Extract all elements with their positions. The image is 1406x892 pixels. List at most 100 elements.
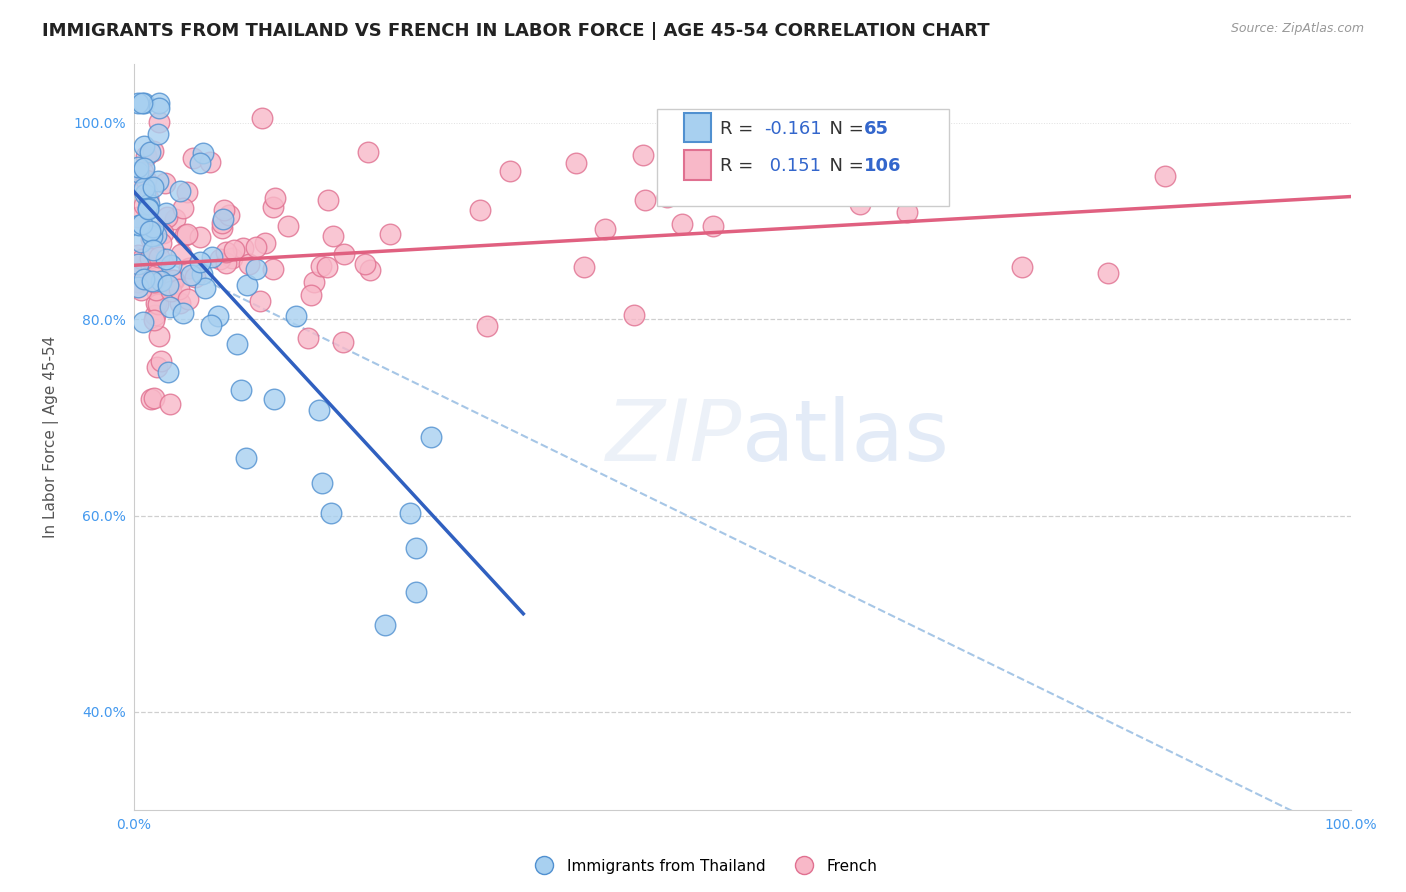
Text: atlas: atlas	[742, 395, 950, 479]
Point	[354, 257, 377, 271]
Point	[136, 202, 159, 217]
Point	[212, 203, 235, 218]
Point	[405, 541, 427, 556]
Point	[211, 220, 233, 235]
Point	[633, 148, 655, 162]
Point	[634, 193, 657, 207]
Point	[127, 275, 149, 289]
Point	[142, 244, 165, 258]
Point	[308, 403, 330, 417]
Point	[150, 235, 173, 250]
Point	[264, 191, 287, 205]
Point	[127, 178, 149, 193]
Point	[127, 164, 149, 178]
Point	[198, 154, 221, 169]
Point	[593, 222, 616, 236]
Point	[139, 224, 162, 238]
Point	[141, 231, 163, 245]
Point	[142, 391, 165, 405]
Point	[148, 101, 170, 115]
Bar	[683, 150, 710, 179]
Point	[1097, 266, 1119, 280]
Point	[499, 163, 522, 178]
Point	[128, 218, 150, 232]
Point	[143, 275, 166, 289]
Point	[134, 96, 156, 111]
Text: 65: 65	[863, 120, 889, 138]
Point	[359, 262, 381, 277]
Point	[139, 260, 162, 274]
Point	[132, 165, 155, 179]
Point	[131, 252, 153, 267]
Point	[399, 506, 422, 520]
Point	[148, 282, 170, 296]
Point	[173, 228, 195, 243]
Point	[676, 164, 699, 178]
Point	[232, 241, 254, 255]
Point	[131, 217, 153, 231]
Point	[127, 280, 149, 294]
Text: IMMIGRANTS FROM THAILAND VS FRENCH IN LABOR FORCE | AGE 45-54 CORRELATION CHART: IMMIGRANTS FROM THAILAND VS FRENCH IN LA…	[42, 22, 990, 40]
Text: N =: N =	[818, 120, 869, 138]
Text: Source: ZipAtlas.com: Source: ZipAtlas.com	[1230, 22, 1364, 36]
Point	[565, 156, 588, 170]
Point	[316, 260, 339, 274]
Point	[218, 208, 240, 222]
Point	[132, 314, 155, 328]
Point	[172, 306, 194, 320]
Point	[671, 217, 693, 231]
Point	[623, 308, 645, 322]
Point	[138, 197, 160, 211]
Point	[191, 267, 214, 281]
Point	[311, 475, 333, 490]
Point	[134, 161, 156, 175]
Point	[152, 227, 174, 241]
Point	[572, 260, 595, 274]
Point	[302, 275, 325, 289]
Point	[262, 200, 284, 214]
Point	[420, 430, 443, 444]
Point	[150, 274, 173, 288]
Point	[1153, 169, 1175, 183]
Point	[146, 296, 169, 310]
Point	[150, 273, 173, 287]
Point	[155, 206, 177, 220]
Point	[207, 309, 229, 323]
Point	[163, 273, 186, 287]
Point	[149, 353, 172, 368]
Point	[132, 139, 155, 153]
Point	[297, 331, 319, 345]
Point	[183, 152, 205, 166]
Text: N =: N =	[818, 157, 869, 175]
Point	[263, 392, 285, 407]
Point	[135, 173, 157, 187]
Point	[127, 160, 149, 174]
Point	[702, 219, 724, 233]
Point	[156, 278, 179, 293]
Point	[156, 211, 179, 225]
Point	[215, 256, 238, 270]
Text: -0.161: -0.161	[765, 120, 823, 138]
Point	[129, 235, 152, 249]
Point	[405, 585, 427, 599]
Point	[143, 308, 166, 322]
Point	[333, 246, 356, 260]
Point	[169, 296, 191, 310]
Point	[127, 257, 149, 271]
Y-axis label: In Labor Force | Age 45-54: In Labor Force | Age 45-54	[44, 336, 59, 538]
Point	[332, 335, 354, 350]
Point	[191, 145, 214, 160]
Point	[229, 383, 252, 397]
Point	[141, 219, 163, 234]
Point	[238, 257, 260, 271]
Point	[129, 283, 152, 297]
Point	[160, 258, 183, 272]
Point	[245, 262, 267, 277]
Point	[655, 190, 678, 204]
Point	[132, 198, 155, 212]
Point	[167, 281, 190, 295]
Point	[374, 617, 396, 632]
Point	[176, 185, 198, 199]
Point	[222, 244, 245, 258]
Point	[134, 186, 156, 201]
